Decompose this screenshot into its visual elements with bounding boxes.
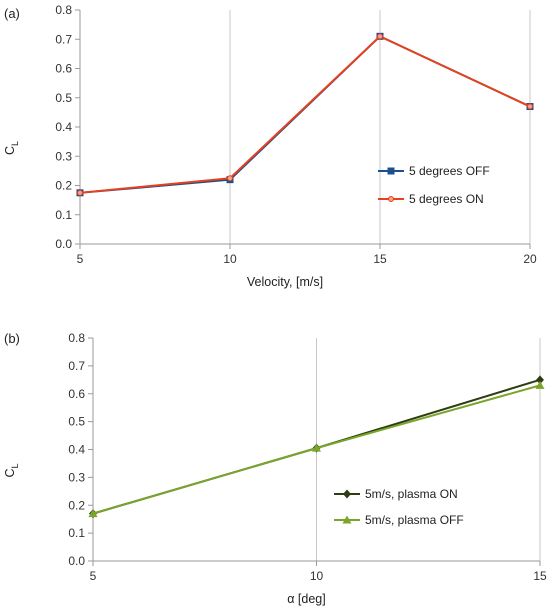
legend-marker	[343, 489, 351, 499]
series-1	[77, 33, 533, 196]
legend: 5 degrees OFF 5 degrees ON	[378, 164, 490, 206]
legend-marker	[342, 515, 352, 524]
y-tick-label: 0.2	[68, 498, 85, 512]
legend-label: 5m/s, plasma ON	[365, 487, 458, 501]
panel-label: (a)	[4, 6, 20, 21]
y-tick-label: 0.3	[55, 149, 72, 163]
y-tick-label: 0.1	[55, 208, 72, 222]
data-point	[312, 443, 321, 452]
x-tick-label: 15	[373, 252, 387, 266]
legend-item: 5 degrees OFF	[378, 164, 490, 178]
y-axis-label-main: C	[3, 468, 17, 477]
y-tick-label: 0.0	[68, 554, 85, 568]
legend-label: 5 degrees OFF	[409, 164, 490, 178]
x-tick-label: 5	[77, 252, 84, 266]
y-tick-label: 0.5	[68, 415, 85, 429]
legend-item: 5m/s, plasma OFF	[334, 513, 464, 527]
y-axis-label-main: C	[3, 146, 17, 155]
data-point	[536, 375, 544, 385]
data-point	[377, 33, 383, 40]
y-tick-label: 0.5	[55, 91, 72, 105]
x-tick-label: 15	[533, 569, 547, 583]
y-axis-label: CL	[3, 463, 20, 477]
legend-marker	[387, 167, 395, 175]
data-point	[535, 380, 545, 389]
y-tick-label: 0.6	[55, 62, 72, 76]
y-axis-label-subscript: L	[10, 141, 20, 146]
x-tick-label: 10	[223, 252, 237, 266]
data-point	[227, 175, 233, 182]
data-point	[77, 189, 83, 196]
x-tick-label: 10	[310, 569, 324, 583]
x-tick-label: 20	[523, 252, 537, 266]
legend-label: 5 degrees ON	[409, 192, 484, 206]
panel-label: (b)	[4, 331, 20, 346]
x-axis-label: Velocity, [m/s]	[247, 275, 323, 289]
y-tick-label: 0.7	[68, 359, 85, 373]
data-point	[88, 509, 98, 518]
x-tick-label: 5	[90, 569, 97, 583]
y-tick-label: 0.2	[55, 179, 72, 193]
y-tick-label: 0.7	[55, 32, 72, 46]
data-point	[527, 103, 533, 110]
y-tick-label: 0.4	[68, 443, 85, 457]
legend-label: 5m/s, plasma OFF	[365, 513, 464, 527]
x-axis-label: α [deg]	[287, 592, 326, 606]
y-tick-label: 0.3	[68, 470, 85, 484]
y-tick-label: 0.0	[55, 237, 72, 251]
y-axis-label-subscript: L	[10, 463, 20, 468]
chart-a: (a) 0.0 0.1 0.2 0.3 0.4 0.5 0.6 0.7 0.8 5 10 15 20 Vel…	[3, 3, 537, 289]
legend-marker	[388, 196, 394, 202]
legend-item: 5m/s, plasma ON	[334, 487, 458, 501]
legend-item: 5 degrees ON	[378, 192, 484, 206]
y-tick-label: 0.4	[55, 120, 72, 134]
y-tick-label: 0.1	[68, 526, 85, 540]
y-axis-label: CL	[3, 141, 20, 155]
chart-b: (b) 0.0 0.1 0.2 0.3 0.4 0.5 0.6 0.7 0.8 5 10 15 α [de…	[3, 331, 547, 606]
y-tick-label: 0.8	[68, 331, 85, 345]
y-tick-label: 0.6	[68, 387, 85, 401]
y-tick-label: 0.8	[55, 3, 72, 17]
series-1	[88, 380, 545, 518]
series-line	[79, 35, 531, 194]
legend: 5m/s, plasma ON 5m/s, plasma OFF	[334, 487, 464, 527]
